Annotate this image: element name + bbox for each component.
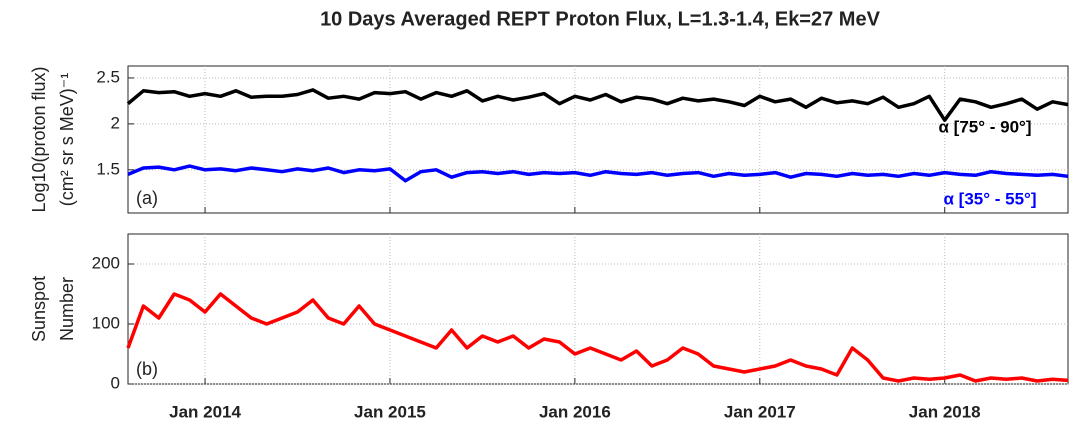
y-tick-label: 2 [111, 113, 120, 132]
x-tick-label: Jan 2014 [169, 402, 241, 421]
plot-area [127, 233, 1069, 385]
y-tick-label: 2.5 [96, 67, 120, 86]
plot-area [127, 65, 1069, 214]
x-tick-label: Jan 2015 [354, 402, 426, 421]
y-axis-label: Sunspot [29, 276, 49, 342]
data-line [126, 292, 1069, 383]
data-line [126, 88, 1069, 122]
series-label: α [75° - 90°] [938, 117, 1031, 136]
panel-label: (a) [136, 188, 158, 208]
x-tick-label: Jan 2017 [724, 402, 796, 421]
panel-label: (b) [136, 359, 158, 379]
y-tick-label: 200 [92, 253, 120, 272]
data-line [127, 164, 1069, 183]
y-axis-label: Log10(proton flux) [29, 66, 49, 212]
y-axis-label: (cm² sr s MeV)⁻¹ [57, 73, 77, 206]
y-tick-label: 1.5 [96, 159, 120, 178]
series-label: α [35° - 55°] [943, 189, 1036, 208]
chart-title: 10 Days Averaged REPT Proton Flux, L=1.3… [320, 8, 881, 30]
y-tick-label: 100 [92, 313, 120, 332]
y-axis-label: Number [57, 277, 77, 341]
y-tick-label: 0 [111, 373, 120, 392]
x-tick-label: Jan 2016 [539, 402, 611, 421]
x-tick-label: Jan 2018 [909, 402, 981, 421]
